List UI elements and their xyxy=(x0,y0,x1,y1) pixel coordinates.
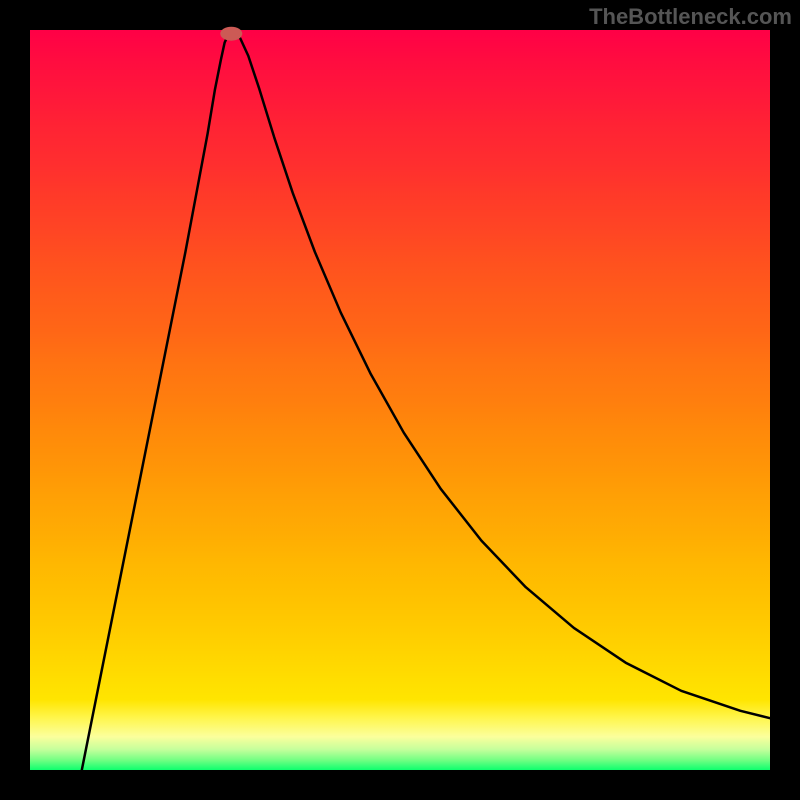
attribution-text: TheBottleneck.com xyxy=(589,4,792,30)
chart-svg xyxy=(0,0,800,800)
optimal-marker xyxy=(220,27,242,41)
bottleneck-chart: TheBottleneck.com xyxy=(0,0,800,800)
chart-gradient-bg xyxy=(30,30,770,770)
